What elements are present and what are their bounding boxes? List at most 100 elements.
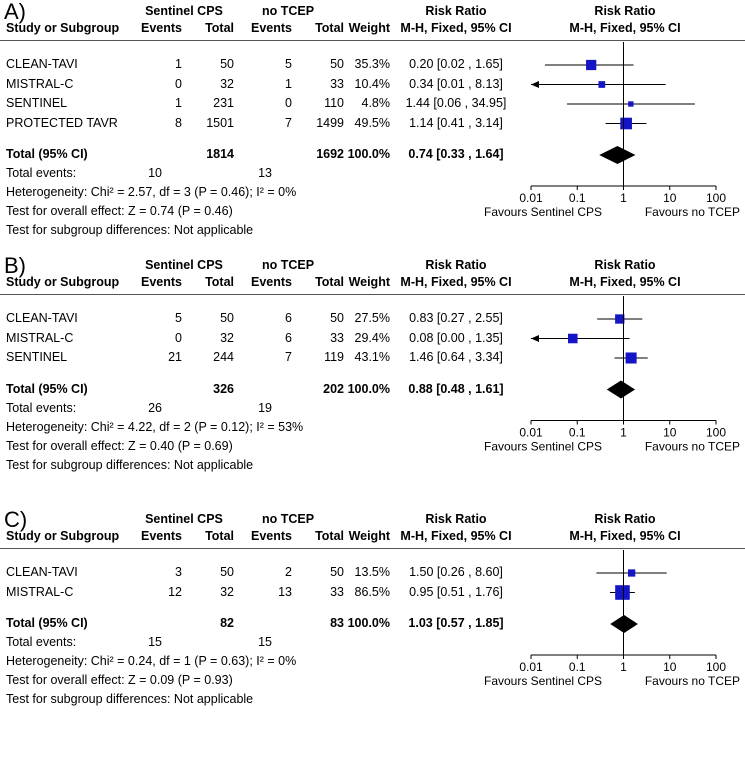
group1-header: Sentinel CPS (145, 258, 223, 272)
total-weight: 100.0% (347, 381, 390, 396)
heterogeneity-text: Heterogeneity: Chi² = 0.24, df = 1 (P = … (6, 654, 297, 668)
total-control: 110 (324, 96, 344, 110)
study-weight: 27.5% (354, 311, 390, 325)
group1-header: Sentinel CPS (145, 4, 223, 18)
study-point-marker (628, 101, 634, 107)
risk-ratio-plot-header: Risk Ratio (594, 512, 656, 526)
study-weight: 13.5% (354, 565, 390, 579)
risk-ratio-plot-header: Risk Ratio (594, 4, 656, 18)
axis-tick-label: 0.1 (569, 660, 586, 674)
study-name: CLEAN-TAVI (6, 565, 78, 579)
forest-plot: 0.01 0.1 1 10 100 Favours Sentinel CPS Favours… (484, 550, 740, 688)
events-control: 2 (285, 565, 292, 579)
group1-header: Sentinel CPS (145, 512, 223, 526)
events1-column-header: Events (141, 275, 182, 289)
risk-ratio-header: Risk Ratio (425, 258, 487, 272)
events-sentinel: 1 (175, 57, 182, 71)
study-risk-ratio: 0.20 [0.02 , 1.65] (409, 57, 503, 71)
total-n-sentinel: 326 (213, 381, 234, 396)
total-risk-ratio: 0.88 [0.48 , 1.61] (408, 381, 504, 396)
total2-column-header: Total (315, 529, 344, 543)
forest-plot: 0.01 0.1 1 10 100 Favours Sentinel CPS Favours… (484, 42, 740, 219)
study-column-header: Study or Subgroup (6, 529, 120, 543)
total-sentinel: 231 (213, 96, 234, 110)
total1-column-header: Total (205, 21, 234, 35)
study-weight: 35.3% (354, 57, 390, 71)
study-name: MISTRAL-C (6, 330, 74, 345)
total-weight: 100.0% (347, 147, 390, 161)
risk-ratio-plot-header: Risk Ratio (594, 258, 656, 272)
rr-plot-method-header: M-H, Fixed, 95% CI (569, 529, 681, 543)
study-point-marker (620, 117, 632, 130)
study-name: CLEAN-TAVI (6, 311, 78, 325)
total-sentinel: 50 (220, 57, 234, 71)
study-weight: 4.8% (361, 96, 391, 110)
rr-method-header: M-H, Fixed, 95% CI (400, 529, 512, 543)
total-control: 50 (330, 57, 344, 71)
forest-plot: 0.01 0.1 1 10 100 Favours Sentinel CPS Favours… (484, 296, 740, 454)
group2-header: no TCEP (261, 4, 315, 18)
events2-column-header: Events (251, 275, 292, 289)
total-n-sentinel: 1814 (206, 147, 234, 161)
subgroup-differences-text: Test for subgroup differences: Not appli… (6, 223, 254, 237)
favours-right-label: Favours no TCEP (645, 440, 740, 454)
study-weight: 29.4% (354, 330, 390, 345)
study-risk-ratio: 0.08 [0.00 , 1.35] (409, 330, 503, 345)
total2-column-header: Total (315, 275, 344, 289)
total-events-control: 19 (258, 400, 272, 415)
total-sentinel: 50 (220, 565, 234, 579)
events-control: 7 (285, 350, 292, 364)
total-sentinel: 32 (220, 330, 234, 345)
total-control: 50 (330, 565, 344, 579)
events-sentinel: 5 (175, 311, 182, 325)
total-weight: 100.0% (347, 616, 390, 630)
events-sentinel: 3 (175, 565, 182, 579)
ci-arrow-left (531, 81, 539, 88)
study-risk-ratio: 0.83 [0.27 , 2.55] (409, 311, 503, 325)
axis-tick-label: 0.01 (519, 191, 543, 205)
forest-panel-c: C) Sentinel CPS no TCEP Risk Ratio Risk Rati… (0, 508, 745, 762)
overall-effect-text: Test for overall effect: Z = 0.74 (P = 0… (6, 204, 233, 218)
rr-method-header: M-H, Fixed, 95% CI (400, 275, 512, 289)
axis-tick-label: 10 (663, 191, 677, 205)
total-control: 119 (324, 350, 344, 364)
total-events-sentinel: 26 (148, 400, 162, 415)
total-events-control: 15 (258, 635, 272, 649)
weight-column-header: Weight (348, 529, 390, 543)
total-events-label: Total events: (6, 400, 77, 415)
forest-panel-a: A) Sentinel CPS no TCEP Risk Ratio Risk Rati… (0, 0, 745, 254)
study-risk-ratio: 1.46 [0.64 , 3.34] (409, 350, 503, 364)
study-risk-ratio: 1.50 [0.26 , 8.60] (409, 565, 503, 579)
events-control: 1 (285, 76, 292, 91)
events-control: 5 (285, 57, 292, 71)
header-separator (0, 294, 745, 295)
total-risk-ratio: 0.74 [0.33 , 1.64] (408, 147, 504, 161)
study-point-marker (615, 314, 625, 324)
favours-left-label: Favours Sentinel CPS (484, 440, 602, 454)
study-point-marker (615, 585, 630, 600)
total-sentinel: 32 (220, 76, 234, 91)
group2-header: no TCEP (261, 512, 315, 526)
axis-tick-label: 0.1 (569, 191, 586, 205)
rr-method-header: M-H, Fixed, 95% CI (400, 21, 512, 35)
events-control: 13 (278, 584, 292, 599)
study-column-header: Study or Subgroup (6, 275, 120, 289)
total-control: 33 (330, 76, 344, 91)
events-control: 0 (285, 96, 292, 110)
events-sentinel: 21 (168, 350, 182, 364)
axis-tick-label: 10 (663, 426, 677, 440)
total-events-control: 13 (258, 166, 272, 180)
axis-tick-label: 1 (620, 191, 627, 205)
total-n-control: 202 (323, 381, 344, 396)
total-n-control: 1692 (316, 147, 344, 161)
study-weight: 86.5% (354, 584, 390, 599)
axis-tick-label: 0.01 (519, 660, 543, 674)
panel-label: B) (4, 253, 26, 278)
events-control: 6 (285, 311, 292, 325)
heterogeneity-text: Heterogeneity: Chi² = 4.22, df = 2 (P = … (6, 419, 304, 434)
study-column-header: Study or Subgroup (6, 21, 120, 35)
heterogeneity-text: Heterogeneity: Chi² = 2.57, df = 3 (P = … (6, 185, 297, 199)
panel-label: A) (4, 0, 26, 24)
events2-column-header: Events (251, 529, 292, 543)
forest-panel-b: B) Sentinel CPS no TCEP Risk Ratio Risk Rati… (0, 254, 745, 508)
